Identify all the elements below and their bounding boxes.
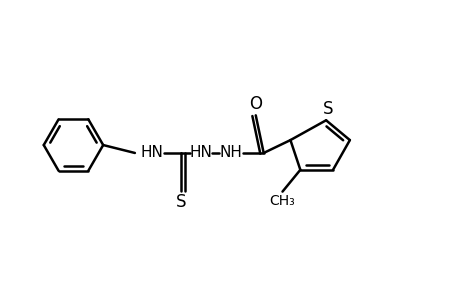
Text: NH: NH: [219, 146, 242, 160]
Text: S: S: [176, 193, 186, 211]
Text: CH₃: CH₃: [269, 194, 295, 208]
Text: HN: HN: [140, 146, 163, 160]
Text: HN: HN: [190, 146, 212, 160]
Text: O: O: [249, 95, 262, 113]
Text: S: S: [322, 100, 333, 118]
